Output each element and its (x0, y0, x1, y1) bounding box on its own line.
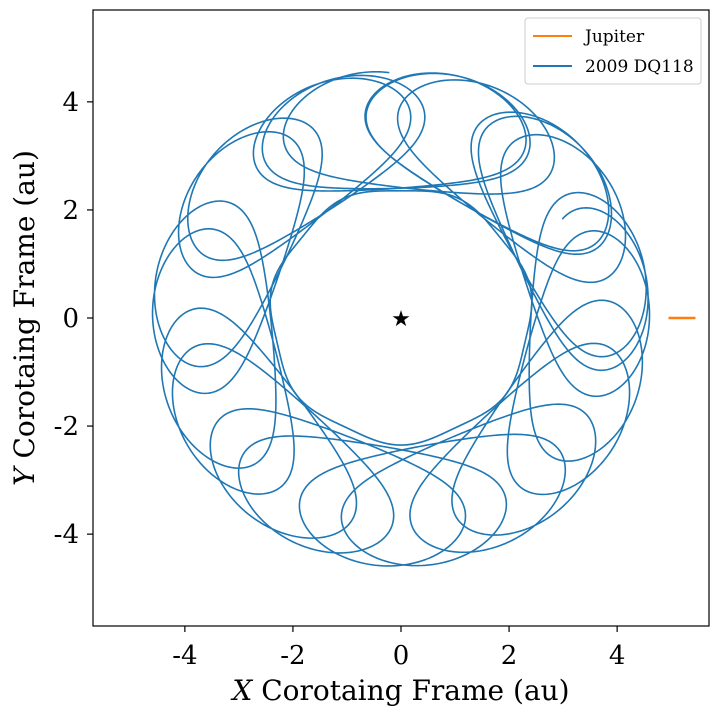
sun-star-marker: ★ (391, 307, 411, 332)
ticks: -4 -2 0 2 4 -4 -2 0 2 4 (54, 88, 626, 671)
x-tick-label: 2 (501, 641, 518, 671)
y-axis-label: Y Corotaing Frame (au) (8, 150, 41, 486)
legend-label-jupiter: Jupiter (583, 27, 645, 47)
x-axis-label-var: X (230, 674, 253, 707)
legend: Jupiter 2009 DQ118 (524, 17, 702, 85)
x-axis-label: X Corotaing Frame (au) (230, 674, 569, 707)
x-tick-label: -2 (280, 641, 305, 671)
legend-box (524, 17, 702, 85)
series-2009-dq118-inner-loop (269, 190, 533, 446)
y-tick-label: 2 (62, 196, 79, 226)
y-tick-label: 4 (62, 88, 79, 118)
x-tick-label: 4 (609, 641, 626, 671)
x-tick-label: -4 (172, 641, 197, 671)
legend-label-2009-dq118: 2009 DQ118 (585, 57, 694, 77)
y-tick-label: 0 (62, 304, 79, 334)
x-tick-label: 0 (393, 641, 410, 671)
plot-area: ★ (151, 71, 696, 567)
series-2009-dq118-line (151, 71, 651, 567)
y-axis-label-text: Corotaing Frame (au) (8, 150, 41, 467)
y-tick-label: -2 (54, 412, 79, 442)
y-tick-label: -4 (54, 520, 79, 550)
x-axis-label-text: Corotaing Frame (au) (252, 674, 569, 707)
y-axis-label-var: Y (8, 465, 41, 486)
